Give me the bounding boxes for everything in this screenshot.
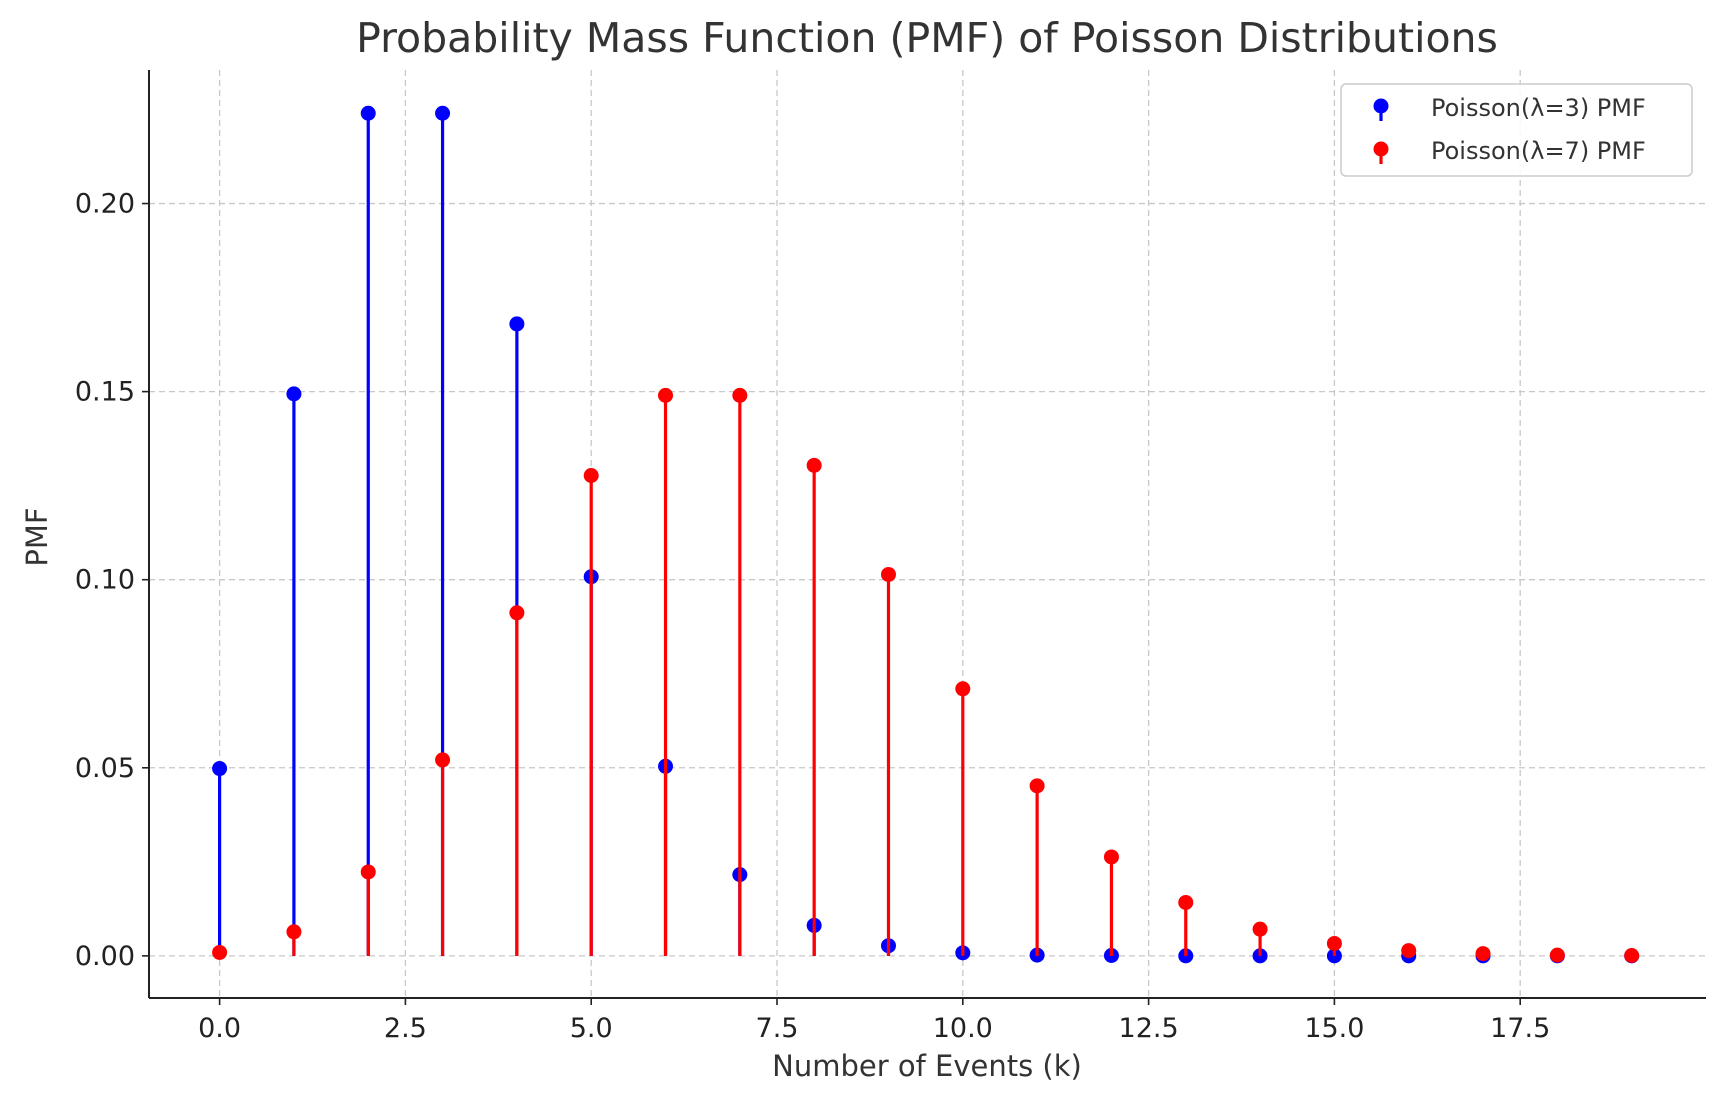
x-tick-label: 5.0 xyxy=(570,1013,613,1044)
stem-marker xyxy=(1549,947,1565,963)
legend-marker xyxy=(1373,98,1389,114)
legend-frame xyxy=(1340,83,1693,177)
legend: Poisson(λ=3) PMF Poisson(λ=7) PMF xyxy=(1340,83,1693,177)
stem-marker xyxy=(212,944,228,960)
axes xyxy=(148,70,1706,999)
x-tick-label: 2.5 xyxy=(384,1013,427,1044)
stem-marker xyxy=(1624,947,1640,963)
legend-entries: Poisson(λ=3) PMF Poisson(λ=7) PMF xyxy=(1373,94,1646,165)
ticks: 0.0 2.5 5.0 7.5 10.0 12.5 15.0 17.5 0.00 0.05 0.10… xyxy=(75,189,1550,1044)
stem-marker xyxy=(435,105,451,121)
stem-marker xyxy=(1326,935,1342,951)
stem-marker xyxy=(435,752,451,768)
x-tick-label: 7.5 xyxy=(756,1013,799,1044)
legend-label: Poisson(λ=3) PMF xyxy=(1431,94,1646,122)
y-tick-label: 0.05 xyxy=(75,753,135,784)
y-tick-label: 0.10 xyxy=(75,565,135,596)
stem-marker xyxy=(286,924,302,940)
stem-marker xyxy=(1178,894,1194,910)
stem-marker xyxy=(806,457,822,473)
stem-marker xyxy=(286,386,302,402)
legend-label: Poisson(λ=7) PMF xyxy=(1431,137,1646,165)
legend-marker xyxy=(1373,141,1389,157)
stem-marker xyxy=(583,468,599,484)
stem-marker xyxy=(360,105,376,121)
y-tick-label: 0.00 xyxy=(75,941,135,972)
x-axis-label: Number of Events (k) xyxy=(772,1049,1082,1083)
stem-marker xyxy=(509,316,525,332)
x-tick-label: 17.5 xyxy=(1490,1013,1550,1044)
stem-marker xyxy=(1029,778,1045,794)
stem-marker xyxy=(880,566,896,582)
y-axis-label: PMF xyxy=(20,507,54,566)
y-tick-label: 0.15 xyxy=(75,377,135,408)
x-tick-label: 15.0 xyxy=(1304,1013,1364,1044)
stem-marker xyxy=(658,387,674,403)
y-tick-label: 0.20 xyxy=(75,189,135,220)
stem-marker xyxy=(1252,921,1268,937)
stem-marker xyxy=(1401,943,1417,959)
x-tick-label: 0.0 xyxy=(198,1013,241,1044)
stem-marker xyxy=(212,761,228,777)
stem-marker xyxy=(1103,849,1119,865)
stem-marker xyxy=(732,387,748,403)
stem-marker xyxy=(1475,946,1491,962)
x-tick-label: 12.5 xyxy=(1119,1013,1179,1044)
series-2 xyxy=(212,387,1640,963)
chart-title: Probability Mass Function (PMF) of Poiss… xyxy=(356,14,1498,62)
stem-marker xyxy=(360,864,376,880)
stem-marker xyxy=(955,681,971,697)
stem-marker xyxy=(509,605,525,621)
x-tick-label: 10.0 xyxy=(933,1013,993,1044)
series xyxy=(212,105,1640,964)
